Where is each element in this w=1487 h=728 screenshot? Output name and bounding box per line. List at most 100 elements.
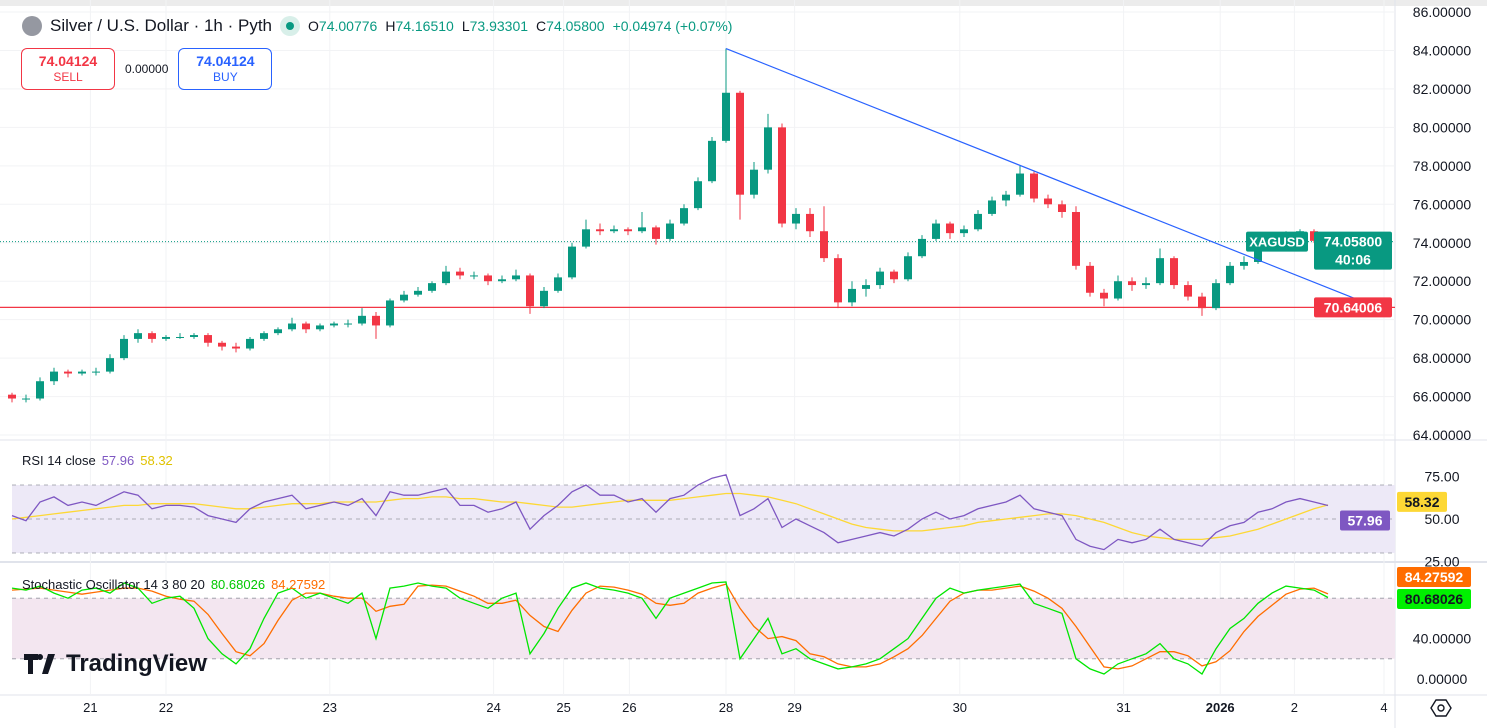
candle — [834, 254, 842, 309]
stoch-name: Stochastic Oscillator 14 3 80 20 — [22, 577, 205, 592]
candle-body — [470, 275, 478, 277]
candle-body — [260, 333, 268, 339]
candle — [680, 204, 688, 226]
candle-body — [834, 258, 842, 303]
candle — [554, 273, 562, 293]
stoch-k-badge: 80.68026 — [1397, 589, 1471, 609]
candle-body — [1016, 173, 1024, 195]
candle — [1212, 279, 1220, 311]
candle — [134, 329, 142, 343]
candle — [890, 269, 898, 284]
candle-body — [638, 227, 646, 232]
candle-body — [582, 229, 590, 247]
close-value: 74.05800 — [546, 18, 605, 34]
stoch-k-line — [11, 581, 1329, 675]
candle-body — [666, 223, 674, 239]
rsi-badge-text: 57.96 — [1347, 512, 1382, 528]
candle — [1100, 288, 1108, 307]
low-value: 73.93301 — [469, 18, 529, 34]
candle — [750, 161, 758, 199]
candle — [848, 281, 856, 307]
candle — [862, 279, 870, 297]
candle — [694, 177, 702, 211]
last-price-badge-text: 40:06 — [1335, 252, 1371, 268]
candle — [918, 235, 926, 259]
x-tick-label: 2026 — [1206, 700, 1235, 715]
candle — [386, 298, 394, 328]
candle — [1240, 256, 1248, 270]
candle — [498, 275, 506, 284]
candle-body — [652, 227, 660, 239]
candle-body — [904, 256, 912, 280]
rsi-legend[interactable]: RSI 14 close 57.96 58.32 — [22, 453, 173, 468]
buy-price: 74.04124 — [196, 53, 255, 69]
candle-body — [1058, 204, 1066, 212]
candle — [274, 327, 282, 336]
candle — [946, 221, 954, 239]
candle-body — [694, 181, 702, 209]
x-tick-label: 26 — [622, 700, 636, 715]
price-tick-label: 82.00000 — [1413, 81, 1472, 97]
stoch-d-value: 84.27592 — [271, 577, 326, 592]
candle-body — [736, 92, 744, 195]
candle-body — [876, 271, 884, 286]
stoch-legend[interactable]: Stochastic Oscillator 14 3 80 20 80.6802… — [22, 577, 325, 592]
candle — [722, 48, 730, 143]
candle-body — [92, 371, 100, 373]
settings-icon[interactable] — [1430, 697, 1452, 719]
sell-button[interactable]: 74.04124 SELL — [21, 48, 115, 90]
candle-body — [890, 271, 898, 280]
candle — [904, 252, 912, 282]
candle-body — [1002, 194, 1010, 201]
price-tick-label: 84.00000 — [1413, 42, 1472, 58]
candle-body — [1254, 246, 1262, 262]
candle-body — [134, 333, 142, 339]
candle — [8, 392, 16, 403]
buy-button[interactable]: 74.04124 BUY — [178, 48, 273, 90]
symbol-badge: XAGUSD — [1246, 231, 1308, 252]
price-tick-label: 66.00000 — [1413, 389, 1472, 405]
candle-body — [316, 325, 324, 330]
candle — [1030, 171, 1038, 203]
candle — [246, 336, 254, 351]
tradingview-logo[interactable]: TradingView — [24, 650, 207, 678]
candle — [792, 208, 800, 230]
stoch-d-badge: 84.27592 — [1397, 567, 1471, 587]
candle-body — [428, 283, 436, 291]
candle-body — [162, 336, 170, 339]
level-price-badge-bg — [1314, 297, 1392, 318]
candle-body — [1212, 283, 1220, 309]
candle — [652, 225, 660, 245]
candle — [1142, 277, 1150, 289]
candle — [1086, 261, 1094, 297]
candle-body — [610, 229, 618, 232]
candle-body — [148, 333, 156, 339]
candle — [358, 308, 366, 326]
candle — [36, 377, 44, 401]
candle-body — [988, 200, 996, 214]
candle-body — [246, 338, 254, 349]
candle — [330, 321, 338, 328]
level-price-badge: 70.64006 — [1314, 297, 1392, 318]
candle-body — [120, 338, 128, 359]
symbol-header: Silver / U.S. Dollar · 1h · Pyth O74.007… — [22, 16, 732, 36]
close-label: C — [536, 18, 547, 34]
x-tick-label: 21 — [83, 700, 97, 715]
candle-body — [1072, 211, 1080, 266]
price-tick-label: 76.00000 — [1413, 196, 1472, 212]
candle — [806, 208, 814, 237]
x-tick-label: 4 — [1380, 700, 1387, 715]
candle — [22, 394, 30, 403]
candle-body — [64, 371, 72, 374]
candle — [1128, 277, 1136, 291]
candle-body — [1114, 281, 1122, 299]
low-label: L — [461, 18, 470, 34]
symbol-title[interactable]: Silver / U.S. Dollar · 1h · Pyth — [50, 16, 273, 35]
x-tick-label: 24 — [486, 700, 500, 715]
candle-body — [386, 300, 394, 326]
candle-body — [554, 277, 562, 291]
x-tick-label: 29 — [787, 700, 801, 715]
candle — [540, 286, 548, 309]
symbol-badge-bg — [1246, 231, 1308, 252]
